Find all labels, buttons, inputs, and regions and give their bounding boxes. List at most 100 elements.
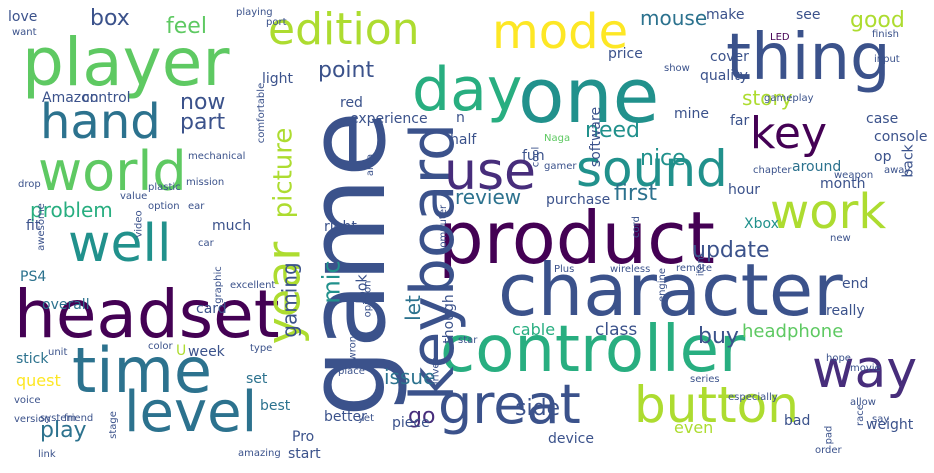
word-car: car — [198, 238, 214, 249]
word-end: end — [842, 276, 869, 292]
word-class: class — [595, 320, 638, 340]
word-cord: cord — [630, 216, 642, 238]
word-better: better — [324, 409, 367, 425]
word-red: red — [340, 95, 363, 111]
word-time: time — [72, 334, 213, 407]
word-good: good — [850, 8, 905, 33]
word-place: place — [338, 366, 365, 377]
word-headset: headset — [14, 276, 280, 353]
word-use: use — [444, 142, 537, 202]
word-way: way — [812, 340, 918, 400]
word-value: value — [120, 191, 148, 202]
word-player: player — [22, 24, 230, 101]
word-product: product — [438, 196, 715, 280]
word-star: star — [458, 335, 478, 346]
word-far: far — [730, 113, 750, 129]
word-half: half — [450, 132, 477, 148]
word-overall: overall — [42, 297, 90, 313]
word-n: n — [456, 110, 465, 126]
word-stage: stage — [107, 411, 119, 439]
word-problem: problem — [30, 198, 113, 222]
word-week: week — [188, 344, 225, 360]
word-input: input — [874, 54, 900, 65]
word-driver: driver — [430, 358, 442, 388]
word-mic: mic — [317, 260, 346, 304]
word-order: order — [815, 445, 842, 456]
word-graphic: graphic — [212, 266, 224, 304]
word-especially: especially — [728, 392, 778, 403]
word-price: price — [608, 46, 643, 62]
word-friend: friend — [64, 413, 94, 424]
word-mouse: mouse — [640, 6, 708, 30]
word-purchase: purchase — [546, 192, 611, 208]
word-ear: ear — [188, 201, 205, 212]
word-one: one — [518, 51, 660, 140]
word-voice: voice — [14, 395, 41, 406]
word-control: control — [82, 90, 131, 106]
word-fun: fun — [522, 148, 545, 164]
word-review: review — [455, 185, 522, 209]
word-op: op — [874, 149, 892, 165]
word-type: type — [250, 343, 273, 354]
word-character: character — [498, 248, 843, 332]
word-part: part — [180, 110, 226, 135]
word-light: light — [262, 71, 294, 87]
word-love: love — [8, 9, 38, 25]
word-chapter: chapter — [753, 165, 792, 176]
word-start: start — [288, 446, 321, 462]
word-amazing: amazing — [238, 448, 281, 459]
word-mine: mine — [674, 106, 710, 122]
word-let: let — [400, 295, 425, 321]
word-system: system — [40, 413, 77, 424]
word-experience: experience — [350, 111, 428, 127]
word-naga: Naga — [544, 133, 571, 144]
word-go: go — [408, 404, 436, 429]
word-even: even — [674, 418, 714, 437]
word-area: area — [365, 153, 377, 177]
word-opinion: opinion — [362, 280, 374, 318]
word-make: make — [706, 7, 745, 23]
word-series: series — [690, 374, 720, 385]
word-right: right — [324, 219, 357, 235]
word-button: button — [634, 376, 799, 434]
word-plastic: plastic — [148, 182, 181, 193]
word-really: really — [826, 303, 865, 319]
word-key: key — [750, 108, 828, 159]
word-well: well — [68, 214, 172, 274]
word-allow: allow — [850, 397, 876, 408]
word-picture: picture — [268, 127, 299, 219]
word-option: option — [148, 201, 180, 212]
word-side: side — [515, 396, 561, 421]
word-want: want — [12, 27, 37, 38]
word-quality: quality — [700, 68, 748, 84]
word-plus: Plus — [554, 264, 575, 275]
word-ps4: PS4 — [20, 269, 47, 285]
word-video: video — [133, 210, 145, 238]
word-thing: thing — [726, 21, 891, 95]
word-gaming: gaming — [277, 262, 302, 338]
word-yet: yet — [358, 413, 374, 424]
word-console: console — [874, 129, 928, 145]
word-hour: hour — [728, 182, 761, 198]
word-engine: engine — [657, 267, 669, 303]
word-finish: finish — [872, 29, 899, 40]
word-cable: cable — [512, 320, 556, 339]
word-piece: piece — [392, 415, 430, 431]
word-box: box — [90, 6, 130, 31]
word-set: set — [246, 371, 268, 387]
word-show: show — [664, 63, 690, 74]
word-work: work — [770, 184, 887, 240]
word-see: see — [796, 7, 821, 23]
word-now: now — [180, 90, 226, 115]
word-case: case — [866, 111, 899, 127]
word-movie: movie — [850, 363, 881, 374]
word-wireless: wireless — [610, 264, 651, 275]
word-computer: computer — [438, 204, 450, 254]
word-item: item — [695, 253, 707, 277]
word-color: color — [148, 341, 173, 352]
word-bad: bad — [784, 413, 811, 429]
word-led: LED — [770, 32, 790, 43]
word-level: level — [124, 380, 258, 445]
word-controller: controller — [440, 313, 746, 387]
